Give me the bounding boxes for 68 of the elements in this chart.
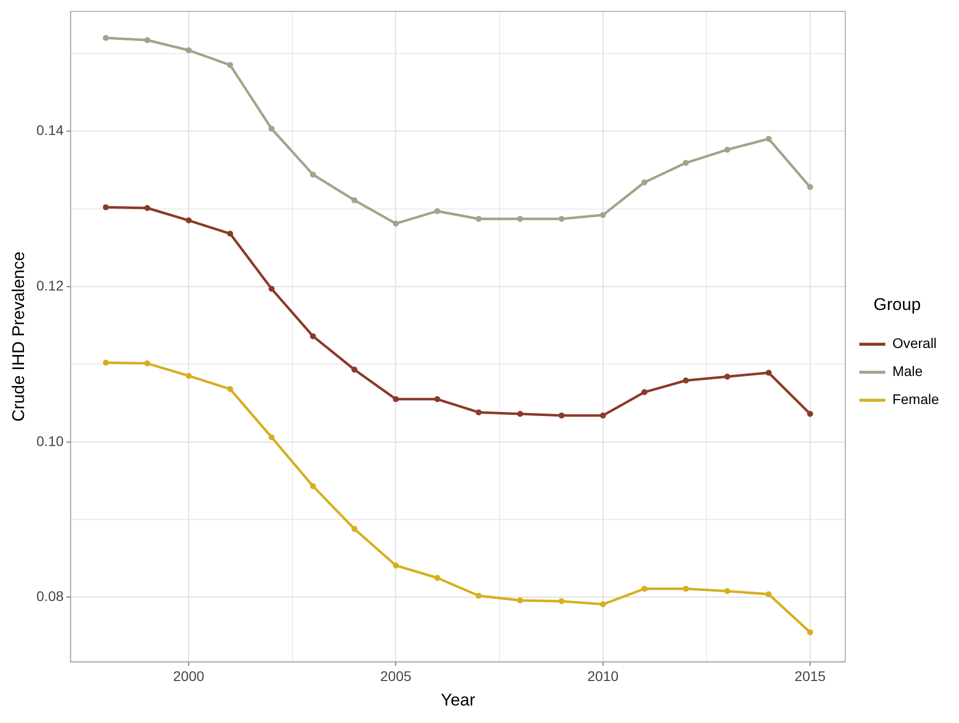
point	[144, 204, 150, 211]
y-tick-label: 0.12	[36, 277, 64, 294]
point	[766, 591, 772, 598]
legend-label: Male	[892, 363, 923, 380]
point	[807, 629, 814, 636]
y-tick-label: 0.10	[36, 432, 64, 449]
point	[807, 410, 814, 417]
point	[227, 230, 234, 237]
point	[558, 412, 565, 418]
point	[641, 179, 648, 186]
point	[227, 62, 234, 68]
point	[392, 562, 399, 568]
point	[434, 574, 440, 581]
point	[351, 366, 358, 373]
point	[641, 389, 648, 396]
point	[724, 588, 730, 594]
point	[227, 386, 234, 392]
x-tick-label: 2005	[380, 668, 412, 684]
point	[558, 216, 565, 222]
point	[268, 286, 275, 292]
point	[724, 146, 730, 153]
point	[476, 216, 482, 222]
x-tick-label: 2010	[587, 668, 619, 684]
point	[641, 586, 648, 592]
point	[268, 434, 275, 440]
point	[351, 526, 358, 532]
point	[310, 333, 316, 340]
point	[392, 220, 399, 227]
point	[682, 378, 689, 384]
point	[144, 37, 150, 44]
point	[310, 483, 316, 490]
point	[807, 184, 814, 190]
point	[186, 372, 192, 379]
point	[600, 212, 606, 218]
point	[724, 374, 730, 380]
point	[434, 208, 440, 214]
point	[517, 216, 524, 222]
legend-label: Overall	[892, 335, 937, 352]
x-tick-label: 2000	[173, 668, 204, 684]
legend-label: Female	[892, 391, 940, 408]
point	[558, 598, 565, 604]
y-axis-title: Crude IHD Prevalence	[8, 252, 28, 422]
point	[476, 592, 482, 599]
point	[600, 412, 606, 418]
point	[517, 597, 524, 604]
y-tick-label: 0.08	[36, 588, 64, 604]
point	[102, 34, 109, 41]
point	[144, 360, 150, 366]
point	[102, 204, 109, 210]
point	[517, 410, 524, 417]
point	[476, 409, 482, 416]
point	[186, 217, 192, 224]
point	[102, 360, 109, 366]
point	[682, 160, 689, 166]
point	[766, 136, 772, 142]
point	[392, 396, 399, 402]
x-axis-title: Year	[440, 690, 476, 710]
y-tick-label: 0.14	[36, 122, 64, 138]
point	[310, 172, 316, 178]
point	[186, 47, 192, 54]
point	[268, 126, 275, 132]
point	[766, 370, 772, 376]
legend-title: Group	[874, 294, 921, 314]
point	[351, 197, 358, 204]
point	[434, 396, 440, 402]
x-tick-label: 2015	[794, 668, 826, 684]
point	[682, 586, 689, 592]
point	[600, 601, 606, 608]
